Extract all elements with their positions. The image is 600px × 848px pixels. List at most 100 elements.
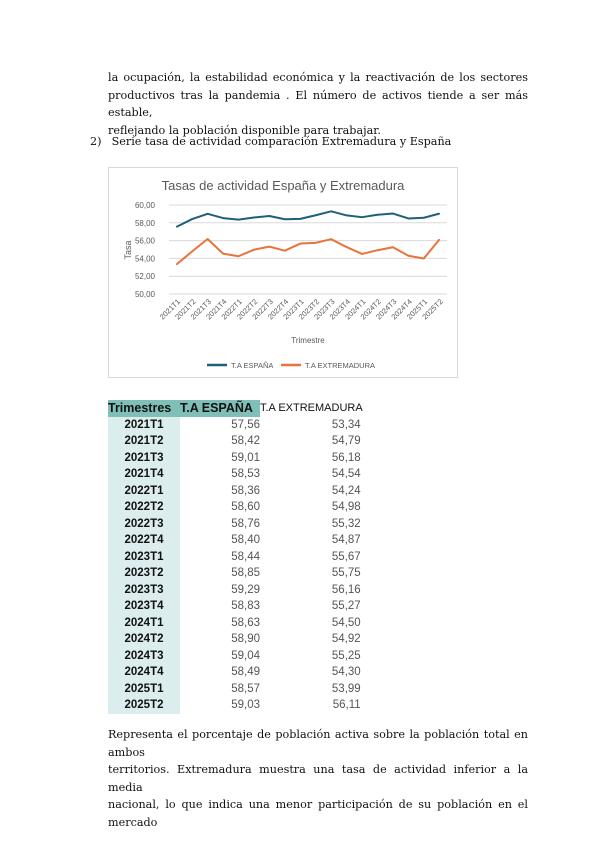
data-point (330, 210, 332, 213)
text-line: la ocupación, la estabilidad económica y… (108, 71, 528, 84)
y-tick-label: 60,00 (135, 201, 156, 210)
table-row: 2025T2 59,03 56,11 (108, 697, 363, 714)
cell-ta-espana: 58,83 (231, 600, 260, 613)
table-row: 2024T4 58,49 54,30 (108, 664, 363, 681)
text-line: productivos tras la pandemia . El número… (108, 88, 528, 120)
cell-ta-espana: 58,36 (231, 484, 260, 497)
table-row: 2023T2 58,85 55,75 (108, 565, 363, 582)
cell-ta-espana: 58,53 (231, 468, 260, 481)
cell-trimestre: 2024T2 (108, 631, 180, 648)
cell-trimestre: 2024T4 (108, 664, 180, 681)
table-row: 2024T1 58,63 54,50 (108, 614, 363, 631)
cell-ta-extremadura: 56,18 (331, 451, 361, 464)
table-row: 2021T1 57,56 53,34 (108, 416, 363, 433)
line-chart: Tasas de actividad España y Extremadura 5… (108, 167, 458, 378)
data-point (268, 215, 271, 217)
data-point (376, 213, 379, 216)
data-point (222, 252, 224, 255)
cell-ta-extremadura: 55,25 (331, 649, 361, 662)
cell-ta-espana: 59,04 (231, 649, 260, 662)
data-point (299, 218, 302, 220)
data-point (314, 242, 317, 244)
data-point (407, 254, 410, 257)
data-point (438, 238, 441, 241)
cell-ta-extremadura: 54,50 (331, 616, 361, 629)
text-line: Representa el porcentaje de población ac… (108, 728, 528, 759)
cell-trimestre: 2023T2 (108, 565, 180, 582)
text-line: reflejando la población disponible para … (108, 123, 381, 137)
cell-trimestre: 2023T1 (108, 548, 180, 565)
cell-ta-espana: 58,60 (231, 501, 260, 514)
cell-ta-espana: 58,40 (231, 534, 260, 547)
data-point (253, 216, 255, 219)
data-point (314, 214, 317, 217)
cell-ta-espana: 58,85 (231, 567, 260, 580)
outro-paragraph: Representa el porcentaje de población ac… (108, 726, 528, 831)
y-axis-label: Tasa (123, 240, 133, 259)
table-row: 2022T2 58,60 54,98 (108, 499, 363, 516)
cell-trimestre: 2021T2 (108, 433, 180, 450)
legend-label: T.A EXTREMADURA (305, 361, 375, 370)
cell-ta-espana: 58,76 (231, 517, 260, 530)
cell-ta-extremadura: 55,32 (331, 517, 361, 530)
cell-ta-extremadura: 54,79 (331, 435, 361, 448)
chart-svg: Tasas de actividad España y Extremadura 5… (123, 178, 447, 370)
cell-ta-espana: 58,44 (231, 550, 260, 563)
cell-trimestre: 2024T3 (108, 647, 180, 664)
cell-trimestre: 2022T3 (108, 515, 180, 532)
cell-ta-espana: 58,42 (231, 435, 260, 448)
data-point (361, 216, 363, 218)
intro-paragraph: la ocupación, la estabilidad económica y… (108, 69, 528, 139)
cell-ta-extremadura: 55,67 (331, 550, 361, 563)
data-point (237, 218, 240, 221)
cell-ta-espana: 59,29 (231, 583, 260, 596)
cell-trimestre: 2024T1 (108, 614, 180, 631)
data-point (253, 248, 255, 251)
data-point (222, 217, 224, 219)
cell-ta-espana: 58,57 (231, 682, 260, 695)
cell-ta-espana: 58,63 (231, 616, 260, 629)
data-table: Trimestres T.A ESPAÑA T.A EXTREMADURA 20… (108, 400, 363, 714)
data-point (438, 212, 441, 215)
series-line-extremadura (176, 237, 441, 266)
cell-ta-extremadura: 56,16 (331, 583, 361, 596)
cell-ta-extremadura: 54,24 (331, 484, 361, 497)
cell-trimestre: 2021T1 (108, 416, 180, 433)
data-point (392, 246, 394, 249)
list-title: Serie tasa de actividad comparación Extr… (111, 135, 452, 148)
data-point (423, 257, 425, 260)
data-point (206, 213, 209, 215)
list-item-heading: 2) Serie tasa de actividad comparación E… (90, 135, 451, 148)
table-row: 2022T1 58,36 54,24 (108, 482, 363, 499)
cell-ta-extremadura: 56,11 (332, 699, 361, 712)
y-tick-label: 56,00 (135, 237, 156, 246)
cell-ta-extremadura: 54,98 (331, 501, 361, 514)
table-row: 2021T4 58,53 54,54 (108, 466, 363, 483)
data-point (206, 238, 209, 240)
cell-trimestre: 2025T1 (108, 680, 180, 697)
cell-ta-extremadura: 53,99 (331, 682, 361, 695)
x-axis-label: Trimestre (291, 336, 325, 345)
header-trimestres: Trimestres (108, 400, 180, 417)
data-point (175, 225, 178, 228)
data-point (284, 218, 286, 221)
cell-ta-espana: 59,03 (231, 699, 260, 712)
cell-ta-extremadura: 54,30 (331, 666, 361, 679)
data-point (237, 255, 240, 258)
data-point (330, 238, 332, 240)
cell-trimestre: 2023T4 (108, 598, 180, 615)
data-point (191, 218, 193, 220)
data-point (175, 263, 178, 266)
data-point (299, 242, 302, 245)
y-tick-label: 54,00 (135, 254, 156, 263)
cell-ta-espana: 58,49 (231, 666, 260, 679)
table-row: 2023T3 59,29 56,16 (108, 581, 363, 598)
chart-title: Tasas de actividad España y Extremadura (162, 178, 406, 193)
data-point (345, 246, 348, 248)
table-row: 2023T1 58,44 55,67 (108, 548, 363, 565)
cell-trimestre: 2022T1 (108, 482, 180, 499)
header-ta-extremadura: T.A EXTREMADURA (260, 402, 363, 415)
data-point (284, 249, 286, 252)
cell-ta-espana: 57,56 (231, 418, 260, 431)
cell-trimestre: 2025T2 (108, 697, 180, 714)
